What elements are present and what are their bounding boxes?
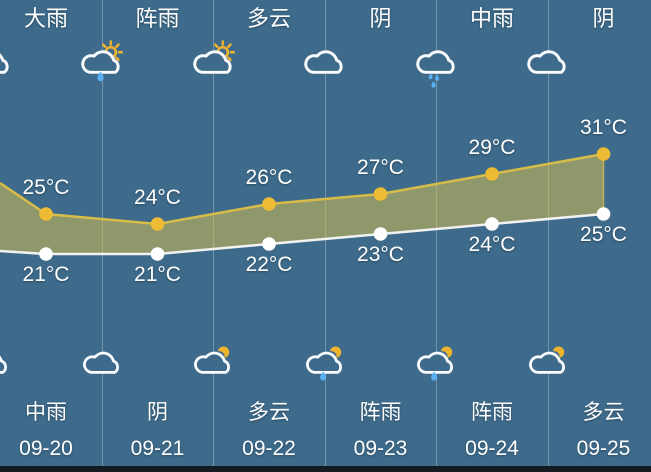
forecast-column[interactable]: 阵雨 24°C 21°C 阴 09-21 [81, 0, 214, 466]
showers-night-icon [411, 341, 461, 394]
moderate-rain-icon [0, 341, 15, 394]
high-temp-label: 27°C [357, 156, 404, 179]
forecast-column[interactable]: 阴 31°C 25°C 多云 09-25 [527, 0, 651, 466]
overcast-icon [300, 39, 350, 95]
forecast-column[interactable]: 中雨 29°C 24°C 阵雨 09-24 [416, 0, 548, 466]
low-temp-label: 21°C [134, 263, 181, 286]
cloudy-night-icon [188, 341, 238, 394]
low-temp-label: 21°C [22, 263, 70, 286]
night-condition-label: 多云 [248, 401, 290, 424]
day-condition-label: 阴 [369, 6, 392, 31]
date-label: 09-23 [353, 437, 408, 460]
cloudy-night-icon [523, 341, 573, 394]
bottom-bar [0, 466, 651, 472]
heavy-rain-icon [0, 39, 15, 95]
date-label: 09-21 [130, 437, 185, 460]
forecast-column[interactable]: 大雨 25°C 21°C 中雨 09-20 [0, 0, 102, 466]
day-condition-label: 阵雨 [135, 6, 180, 31]
cloudy-day-icon [188, 39, 238, 95]
forecast-column[interactable]: 多云 26°C 22°C 多云 09-22 [193, 0, 325, 466]
night-condition-label: 阵雨 [359, 401, 402, 424]
column-divider [436, 0, 438, 466]
low-temp-label: 22°C [245, 253, 293, 276]
high-temp-label: 26°C [245, 166, 293, 189]
day-condition-label: 阴 [592, 6, 615, 31]
day-condition-label: 大雨 [23, 6, 68, 31]
date-label: 09-22 [242, 437, 296, 460]
showers-night-icon [300, 341, 350, 394]
night-condition-label: 阴 [147, 401, 168, 424]
night-condition-label: 中雨 [25, 401, 67, 424]
overcast-icon [523, 39, 573, 95]
night-condition-label: 多云 [582, 401, 625, 424]
day-condition-label: 中雨 [469, 6, 514, 31]
high-temp-label: 31°C [580, 116, 627, 139]
low-temp-label: 23°C [357, 243, 404, 266]
high-temp-label: 24°C [134, 186, 181, 209]
forecast-column[interactable]: 阴 27°C 23°C 阵雨 09-23 [304, 0, 437, 466]
column-divider [547, 0, 549, 466]
low-temp-label: 25°C [580, 223, 627, 246]
high-temp-label: 29°C [468, 136, 516, 159]
showers-day-icon [77, 39, 127, 95]
date-label: 09-25 [576, 437, 631, 460]
high-temp-label: 25°C [22, 176, 70, 199]
low-temp-label: 24°C [468, 233, 516, 256]
overcast-icon [77, 341, 127, 394]
date-label: 09-20 [19, 437, 73, 460]
date-label: 09-24 [465, 437, 519, 460]
day-condition-label: 多云 [246, 6, 291, 31]
night-condition-label: 阵雨 [471, 401, 513, 424]
moderate-rain-icon [411, 39, 461, 95]
